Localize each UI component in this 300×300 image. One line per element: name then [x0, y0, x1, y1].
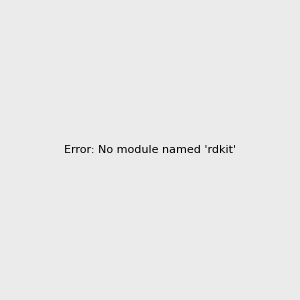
Text: Error: No module named 'rdkit': Error: No module named 'rdkit': [64, 145, 236, 155]
